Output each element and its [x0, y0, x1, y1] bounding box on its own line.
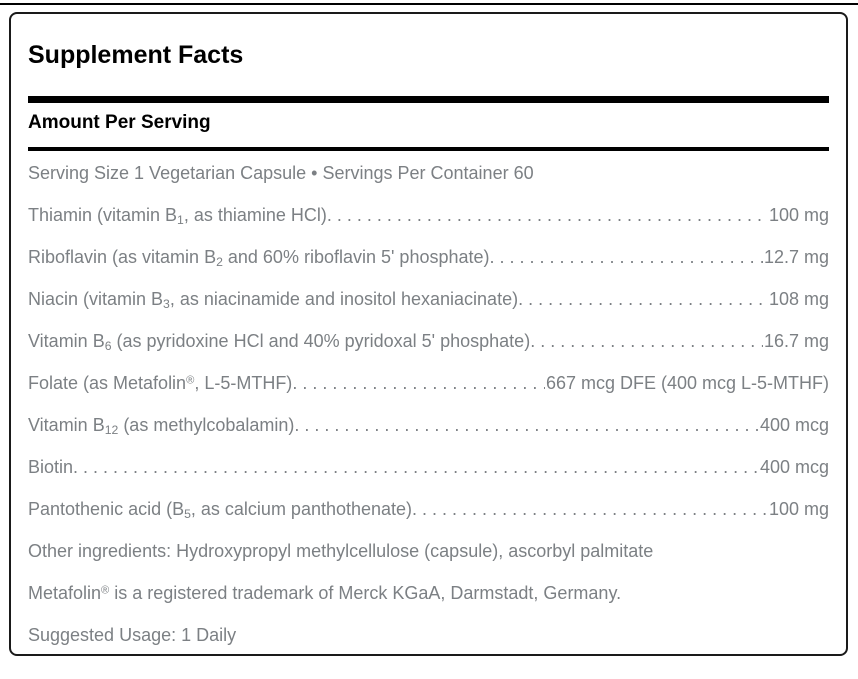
dot-leader — [518, 290, 768, 309]
serving-info: Serving Size 1 Vegetarian Capsule • Serv… — [28, 162, 534, 183]
footnotes: Other ingredients: Hydroxypropyl methylc… — [28, 540, 829, 645]
nutrient-amount: 100 mg — [768, 498, 829, 519]
thin-divider — [28, 147, 829, 151]
amount-per-serving-header: Amount Per Serving — [28, 112, 211, 133]
nutrient-amount: 12.7 mg — [763, 246, 829, 267]
supplement-facts-panel: Supplement Facts Amount Per Serving Serv… — [9, 12, 848, 656]
fact-row: Pantothenic acid (B5, as calcium panthot… — [28, 498, 829, 521]
dot-leader — [73, 458, 759, 477]
dot-leader — [530, 332, 763, 351]
facts-list: Thiamin (vitamin B1, as thiamine HCl) 10… — [28, 204, 829, 521]
nutrient-label: Vitamin B12 (as methylcobalamin) — [28, 414, 295, 437]
thick-divider — [28, 96, 829, 103]
nutrient-amount: 100 mg — [768, 204, 829, 225]
nutrient-amount: 16.7 mg — [763, 330, 829, 351]
dot-leader — [490, 248, 763, 267]
fact-row: Niacin (vitamin B3, as niacinamide and i… — [28, 288, 829, 311]
nutrient-label: Biotin — [28, 456, 74, 477]
nutrient-label: Thiamin (vitamin B1, as thiamine HCl) — [28, 204, 327, 227]
nutrient-label: Pantothenic acid (B5, as calcium panthot… — [28, 498, 413, 521]
footnote: Suggested Usage: 1 Daily — [28, 624, 237, 645]
nutrient-label: Riboflavin (as vitamin B2 and 60% ribofl… — [28, 246, 490, 269]
fact-row: Vitamin B6 (as pyridoxine HCl and 40% py… — [28, 330, 829, 353]
fact-row: Biotin 400 mcg — [28, 456, 829, 477]
fact-row: Thiamin (vitamin B1, as thiamine HCl) 10… — [28, 204, 829, 227]
top-divider — [0, 3, 858, 5]
fact-row: Folate (as Metafolin®, L-5-MTHF) 667 mcg… — [28, 372, 829, 393]
dot-leader — [327, 206, 768, 225]
panel-title: Supplement Facts — [28, 41, 244, 69]
nutrient-amount: 400 mcg — [759, 456, 829, 477]
fact-row: Vitamin B12 (as methylcobalamin) 400 mcg — [28, 414, 829, 437]
nutrient-amount: 400 mcg — [759, 414, 829, 435]
nutrient-label: Vitamin B6 (as pyridoxine HCl and 40% py… — [28, 330, 531, 353]
fact-row: Riboflavin (as vitamin B2 and 60% ribofl… — [28, 246, 829, 269]
nutrient-amount: 667 mcg DFE (400 mcg L-5-MTHF) — [545, 372, 829, 393]
dot-leader — [292, 374, 545, 393]
nutrient-label: Niacin (vitamin B3, as niacinamide and i… — [28, 288, 519, 311]
footnote: Metafolin® is a registered trademark of … — [28, 582, 622, 603]
dot-leader — [412, 500, 768, 519]
nutrient-amount: 108 mg — [768, 288, 829, 309]
footnote: Other ingredients: Hydroxypropyl methylc… — [28, 540, 654, 561]
nutrient-label: Folate (as Metafolin®, L-5-MTHF) — [28, 372, 293, 393]
dot-leader — [294, 416, 759, 435]
